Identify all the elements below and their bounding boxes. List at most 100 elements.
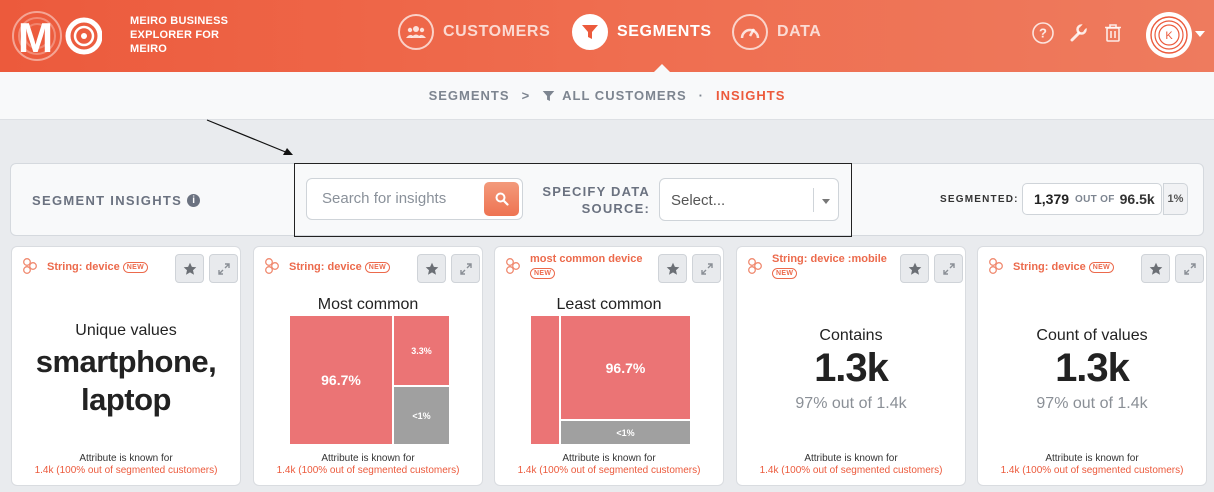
data-source-label: SPECIFY DATA SOURCE:	[540, 183, 650, 217]
treemap-cell: 3.3%	[394, 316, 449, 385]
expand-button[interactable]	[451, 254, 480, 283]
nav-customers[interactable]: CUSTOMERS	[398, 14, 550, 50]
card-tag-text: String: device	[289, 261, 362, 273]
trash-icon[interactable]	[1101, 21, 1125, 45]
card-footer: Attribute is known for 1.4k (100% out of…	[978, 453, 1206, 477]
chevron-down-icon[interactable]	[822, 199, 830, 204]
data-source-label-line-1: SPECIFY DATA	[542, 184, 650, 199]
new-badge: NEW	[772, 268, 798, 279]
segment-insights-title: SEGMENT INSIGHTS i	[32, 193, 201, 208]
svg-text:?: ?	[1039, 26, 1047, 41]
card-attribute-tag: most common device NEW	[530, 253, 642, 279]
card-footer: Attribute is known for 1.4k (100% out of…	[737, 453, 965, 477]
card-footer-value: 1.4k (100% out of segmented customers)	[34, 465, 218, 476]
info-icon[interactable]: i	[187, 194, 201, 207]
meiro-logo[interactable]: M	[12, 8, 102, 64]
breadcrumb-all-customers[interactable]: ALL CUSTOMERS	[562, 88, 687, 103]
attribute-icon	[23, 258, 37, 274]
attribute-icon	[748, 258, 762, 274]
user-avatar[interactable]: K	[1146, 12, 1192, 58]
card-tag-text: String: device	[47, 261, 120, 273]
search-input[interactable]	[322, 190, 482, 207]
expand-button[interactable]	[692, 254, 721, 283]
nav-segments-label: SEGMENTS	[617, 23, 712, 40]
filter-icon	[542, 90, 555, 101]
card-subvalue: 97% out of 1.4k	[1036, 395, 1148, 412]
expand-icon	[942, 262, 955, 275]
attribute-icon	[989, 258, 1003, 274]
segmented-count: 1,379	[1034, 191, 1070, 207]
segmented-count-box: 1,379 OUT OF 96.5k	[1022, 183, 1162, 215]
expand-button[interactable]	[934, 254, 963, 283]
segmented-total: 96.5k	[1119, 191, 1155, 207]
expand-icon	[1183, 262, 1196, 275]
insight-card: most common device NEW Least common 96.7%…	[494, 246, 724, 486]
search-icon	[495, 192, 509, 206]
card-title: Count of values	[1036, 327, 1148, 344]
card-footer: Attribute is known for 1.4k (100% out of…	[254, 453, 482, 477]
card-value: smartphone,	[35, 344, 217, 379]
card-footer-value: 1.4k (100% out of segmented customers)	[1000, 465, 1184, 476]
breadcrumb-insights: INSIGHTS	[715, 88, 786, 103]
star-icon	[666, 262, 679, 275]
brand-name: MEIRO BUSINESS EXPLORER FOR MEIRO	[130, 14, 228, 56]
segment-insights-label: SEGMENT INSIGHTS	[32, 193, 183, 208]
highlight-box	[294, 163, 852, 237]
insight-card: String: device NEW Most common 96.7% 3.3%…	[253, 246, 483, 486]
favorite-button[interactable]	[658, 254, 687, 283]
card-value: 1.3k	[1055, 346, 1130, 390]
data-source-select[interactable]: Select...	[659, 178, 839, 221]
select-divider	[813, 188, 814, 212]
treemap-cell	[531, 316, 559, 444]
nav-segments[interactable]: SEGMENTS	[572, 14, 712, 50]
top-navbar: M MEIRO BUSINESS EXPLORER FOR MEIRO CUST…	[0, 0, 1214, 72]
star-icon	[425, 262, 438, 275]
card-attribute-tag: String: device NEW	[1013, 261, 1114, 274]
favorite-button[interactable]	[1141, 254, 1170, 283]
favorite-button[interactable]	[900, 254, 929, 283]
expand-icon	[700, 262, 713, 275]
insight-card: String: device :mobile NEW Contains 1.3k …	[736, 246, 966, 486]
treemap-cell: <1%	[394, 387, 449, 444]
breadcrumb-dot: ·	[698, 88, 704, 103]
new-badge: NEW	[1088, 261, 1114, 273]
card-footer-value: 1.4k (100% out of segmented customers)	[759, 465, 943, 476]
brand-line-3: MEIRO	[130, 43, 168, 55]
search-button[interactable]	[484, 182, 519, 216]
card-title: Unique values	[75, 322, 177, 339]
segmented-out-of: OUT OF	[1075, 193, 1115, 205]
card-tag-text: String: device	[1013, 261, 1086, 273]
insight-card: String: device NEW Unique values smartpho…	[11, 246, 241, 486]
favorite-button[interactable]	[417, 254, 446, 283]
card-footer-value: 1.4k (100% out of segmented customers)	[517, 465, 701, 476]
wrench-icon[interactable]	[1066, 21, 1090, 45]
chart-title: Least common	[556, 296, 662, 313]
insights-search	[306, 178, 523, 220]
chevron-down-icon[interactable]	[1195, 31, 1205, 37]
svg-text:K: K	[1165, 30, 1173, 42]
insight-card: String: device NEW Count of values 1.3k 9…	[977, 246, 1207, 486]
favorite-button[interactable]	[175, 254, 204, 283]
card-subvalue: 97% out of 1.4k	[795, 395, 907, 412]
card-tag-text: String: device :mobile	[772, 253, 887, 265]
segmented-label: SEGMENTED:	[940, 194, 1019, 205]
card-footer-value: 1.4k (100% out of segmented customers)	[276, 465, 460, 476]
card-tag-text: most common device	[530, 253, 643, 265]
active-nav-indicator	[654, 64, 670, 72]
data-source-label-line-2: SOURCE:	[581, 201, 650, 216]
expand-icon	[459, 262, 472, 275]
new-badge: NEW	[530, 268, 556, 279]
treemap-cell: 96.7%	[561, 316, 690, 419]
gauge-icon	[732, 14, 768, 50]
star-icon	[183, 262, 196, 275]
expand-button[interactable]	[209, 254, 238, 283]
expand-button[interactable]	[1175, 254, 1204, 283]
card-attribute-tag: String: device :mobile NEW	[772, 253, 887, 279]
card-footer-label: Attribute is known for	[79, 453, 173, 464]
card-footer-label: Attribute is known for	[562, 453, 656, 464]
nav-data[interactable]: DATA	[732, 14, 821, 50]
help-icon[interactable]: ?	[1031, 21, 1055, 45]
breadcrumb-segments[interactable]: SEGMENTS	[428, 88, 510, 103]
treemap-cell: <1%	[561, 421, 690, 444]
card-value: 1.3k	[814, 346, 889, 390]
